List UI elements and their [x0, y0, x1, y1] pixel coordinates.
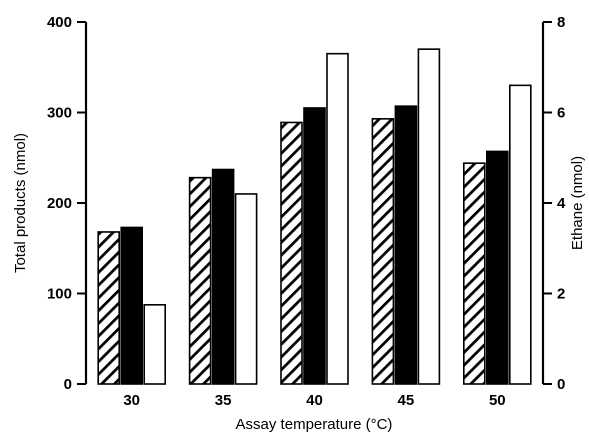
- bar-group: [97, 48, 532, 385]
- left-tick-label: 100: [47, 286, 72, 303]
- bar-white-30: [143, 304, 166, 385]
- left-y-ticks: 0 100 200 300 400: [47, 14, 86, 393]
- bar-solid-black-30: [120, 226, 143, 385]
- right-y-axis-title: Ethane (nmol): [569, 156, 586, 250]
- x-axis-title: Assay temperature (°C): [236, 416, 393, 433]
- bar-hatched-40: [280, 121, 303, 385]
- left-y-axis-title: Total products (nmol): [12, 133, 29, 273]
- bar-hatched-45: [371, 118, 395, 385]
- bar-solid-black-45: [394, 105, 418, 385]
- left-tick-label: 200: [47, 195, 72, 212]
- right-tick-label: 2: [557, 286, 565, 303]
- right-y-ticks: 0 2 4 6 8: [543, 14, 566, 393]
- left-tick-label: 400: [47, 14, 72, 31]
- x-tick-label: 35: [215, 392, 232, 409]
- bar-hatched-30: [97, 231, 120, 385]
- bar-hatched-50: [462, 162, 486, 385]
- bar-white-40: [326, 52, 349, 385]
- left-tick-label: 300: [47, 105, 72, 122]
- x-tick-label: 30: [123, 392, 140, 409]
- bar-white-50: [508, 84, 532, 385]
- right-tick-label: 4: [557, 195, 566, 212]
- bar-solid-black-35: [211, 168, 235, 385]
- left-tick-label: 0: [64, 376, 72, 393]
- bar-hatched-35: [188, 176, 212, 385]
- x-tick-labels: 30 35 40 45 50: [123, 392, 505, 409]
- bar-white-45: [417, 48, 441, 385]
- bar-white-35: [234, 193, 258, 385]
- x-tick-label: 50: [489, 392, 506, 409]
- bar-solid-black-40: [303, 107, 326, 385]
- right-tick-label: 0: [557, 376, 565, 393]
- bar-solid-black-50: [485, 150, 509, 385]
- right-tick-label: 8: [557, 14, 565, 31]
- right-tick-label: 6: [557, 105, 565, 122]
- x-tick-label: 45: [398, 392, 415, 409]
- x-tick-label: 40: [306, 392, 323, 409]
